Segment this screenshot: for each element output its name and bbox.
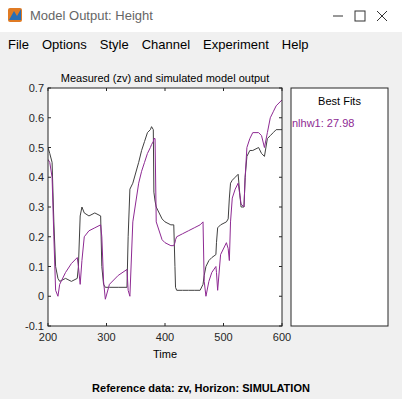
x-axis-label: Time [153, 348, 177, 360]
menu-item[interactable]: Options [42, 37, 87, 52]
x-tick-label: 200 [39, 331, 57, 343]
chart-title: Measured (zv) and simulated model output [61, 72, 270, 84]
menu-item[interactable]: Style [100, 37, 129, 52]
y-tick-label: 0.5 [29, 142, 44, 154]
y-tick-label: 0 [38, 290, 44, 302]
maximize-button[interactable] [355, 11, 365, 21]
best-fits-title: Best Fits [318, 95, 361, 107]
x-tick-label: 600 [273, 331, 291, 343]
window: Model Output: HeightFile Options Style Chan… [0, 0, 402, 399]
y-tick-label: 0.6 [29, 112, 44, 124]
menu-item[interactable]: Channel [142, 37, 191, 52]
x-tick-label: 500 [214, 331, 232, 343]
best-fit-entry: nlhw1: 27.98 [292, 117, 354, 129]
x-tick-label: 300 [97, 331, 115, 343]
x-tick-label: 400 [156, 331, 174, 343]
best-fits-panel [291, 88, 388, 326]
y-tick-label: 0.4 [29, 171, 44, 183]
plot-area [48, 88, 282, 326]
close-button[interactable] [377, 11, 387, 21]
footer: Reference data: zv, Horizon: SIMULATION [92, 382, 310, 394]
plot-frame [48, 88, 282, 326]
minimize-button[interactable] [333, 16, 343, 17]
y-tick-label: 0.7 [29, 82, 44, 94]
menu-item[interactable]: Help [282, 37, 309, 52]
menu-item[interactable]: Experiment [203, 37, 269, 52]
window-title: Model Output: Height [30, 8, 153, 23]
series-line [48, 100, 282, 299]
y-tick-label: 0.2 [29, 231, 44, 243]
series-group [48, 100, 282, 299]
y-tick-label: 0.3 [29, 201, 44, 213]
app-icon-shape [9, 9, 21, 20]
y-tick-label: -0.1 [25, 320, 44, 332]
title-bar [0, 0, 402, 32]
menu-item[interactable]: File [8, 37, 29, 52]
y-tick-label: 0.1 [29, 261, 44, 273]
app-icon [8, 8, 22, 22]
